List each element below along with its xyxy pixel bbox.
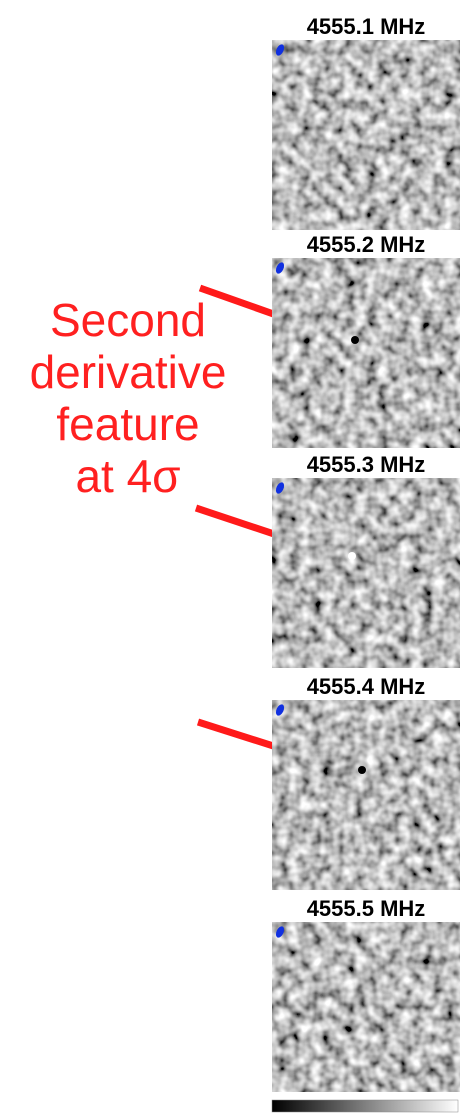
- panel-title: 4555.3 MHz: [307, 452, 426, 477]
- annotation-line: derivative: [30, 346, 227, 398]
- channel-map: [272, 478, 460, 668]
- channel-map: [272, 922, 460, 1092]
- feature-spot: [351, 336, 359, 344]
- channel-map: [272, 700, 460, 890]
- panel-title: 4555.2 MHz: [307, 232, 426, 257]
- figure: 4555.1 MHz 4555.2 MHz 4555.3 MHz 4555.4 MHz…: [0, 0, 464, 1116]
- channel-map: [272, 258, 460, 448]
- annotation-line: Second: [50, 294, 206, 346]
- channel-map: [272, 40, 460, 230]
- annotation-line: feature: [56, 398, 199, 450]
- panel-title: 4555.1 MHz: [307, 14, 426, 39]
- panel-title: 4555.5 MHz: [307, 896, 426, 921]
- annotation-line: at 4σ: [75, 450, 180, 502]
- feature-spot: [348, 552, 356, 560]
- panel-title: 4555.4 MHz: [307, 674, 426, 699]
- page: 4555.1 MHz 4555.2 MHz 4555.3 MHz 4555.4 MHz…: [0, 0, 464, 1116]
- colorbar: [272, 1100, 458, 1112]
- feature-spot: [358, 766, 366, 774]
